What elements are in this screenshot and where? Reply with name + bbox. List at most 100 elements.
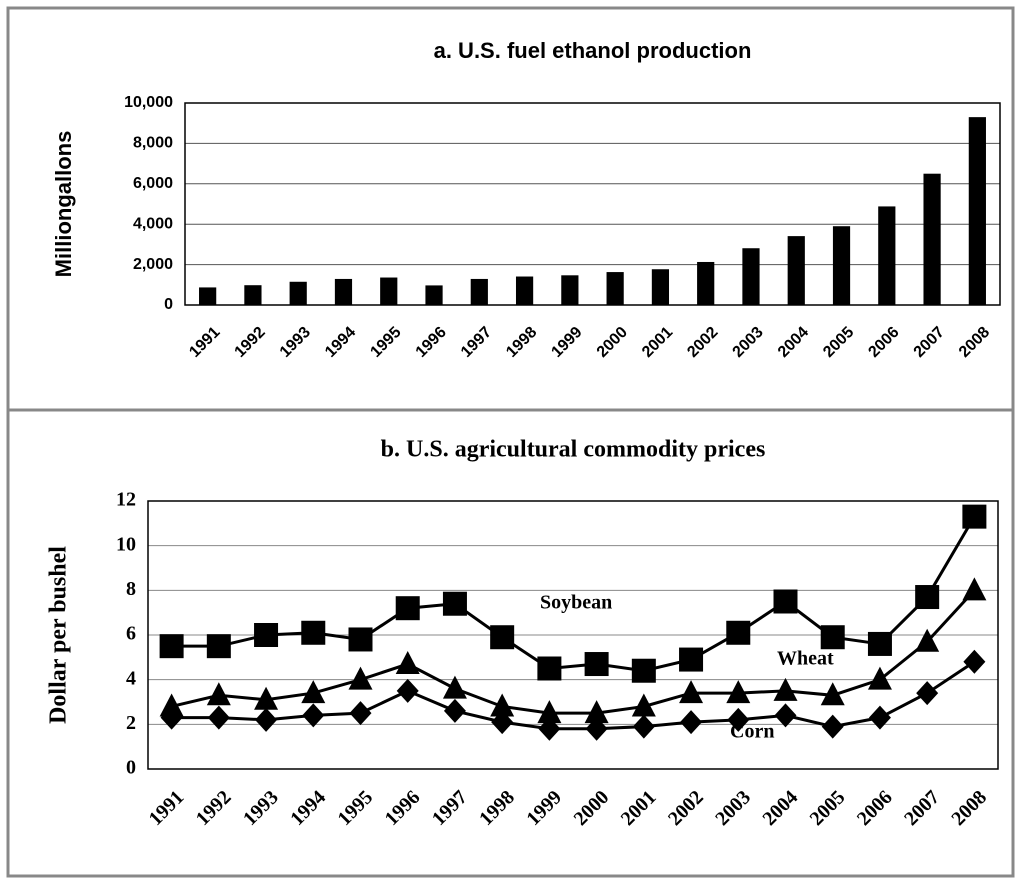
marker (679, 647, 704, 672)
x-tick-label: 2005 (806, 786, 850, 830)
series-label: Corn (730, 721, 774, 743)
marker (538, 716, 561, 741)
bar (742, 248, 760, 305)
marker (443, 698, 466, 723)
y-axis-label: Dollar per bushel (46, 546, 72, 724)
x-tick-label: 1998 (475, 786, 519, 830)
x-tick-label: 2000 (594, 324, 631, 361)
x-tick-label: 2008 (947, 786, 991, 830)
x-tick-label: 1995 (367, 324, 404, 361)
marker (160, 705, 183, 730)
bar (425, 285, 443, 305)
marker (963, 649, 986, 674)
marker (537, 700, 562, 724)
x-tick-label: 2004 (775, 324, 812, 361)
marker (537, 656, 562, 681)
bar (923, 173, 941, 305)
bar (289, 281, 307, 305)
marker (585, 716, 608, 741)
bar (334, 278, 353, 305)
x-tick-label: 2007 (900, 786, 944, 830)
y-axis-label: Milliongallons (51, 131, 76, 278)
x-tick-label: 2002 (664, 786, 708, 830)
marker (254, 686, 279, 710)
marker (584, 700, 609, 724)
marker (727, 707, 750, 732)
marker (302, 703, 325, 728)
x-tick-label: 1999 (522, 786, 566, 830)
y-tick-label: 2 (126, 712, 136, 734)
x-tick-label: 2006 (865, 324, 902, 361)
x-tick-label: 2004 (758, 786, 802, 830)
marker (631, 693, 656, 717)
chart-title: b. U.S. agricultural commodity prices (381, 437, 766, 463)
marker (159, 693, 184, 717)
y-tick-label: 6 (126, 623, 136, 645)
bar (470, 278, 488, 305)
x-tick-label: 1992 (192, 786, 236, 830)
marker (491, 710, 514, 735)
marker (916, 681, 939, 706)
chart-b: b. U.S. agricultural commodity prices Dol… (46, 437, 999, 830)
y-tick-label: 10,000 (124, 94, 173, 111)
x-tick-label: 1997 (458, 324, 495, 361)
x-tick-label: 2003 (711, 786, 755, 830)
bar (651, 269, 670, 305)
x-tick-label: 1994 (286, 786, 330, 830)
x-tick-label: 2000 (570, 786, 614, 830)
x-tick-label: 2003 (730, 324, 767, 361)
x-tick-label: 1994 (322, 324, 359, 361)
chart-title: a. U.S. fuel ethanol production (434, 38, 752, 63)
bar (606, 272, 624, 305)
y-tick-label: 4 (126, 667, 136, 689)
x-tick-label: 1998 (503, 324, 540, 361)
y-tick-label: 0 (164, 296, 173, 313)
x-tick-label: 2006 (853, 786, 897, 830)
marker (773, 677, 798, 701)
x-tick-label: 1993 (277, 324, 314, 361)
marker (820, 682, 845, 706)
series-label: Wheat (777, 648, 834, 670)
x-tick-label: 1991 (186, 324, 223, 361)
marker (395, 596, 420, 621)
bar (561, 275, 579, 305)
marker (301, 680, 326, 704)
y-tick-label: 10 (116, 533, 136, 555)
marker (207, 705, 230, 730)
bar (380, 277, 398, 305)
marker (206, 682, 231, 706)
x-tick-label: 1997 (428, 786, 472, 830)
marker (868, 705, 891, 730)
marker (490, 625, 515, 650)
marker (821, 714, 844, 739)
x-tick-label: 2007 (911, 324, 948, 361)
x-tick-label: 1996 (413, 324, 450, 361)
x-tick-label: 2001 (639, 324, 676, 361)
marker (254, 623, 279, 647)
marker (206, 634, 231, 659)
x-tick-label: 1995 (333, 786, 377, 830)
marker (679, 680, 704, 704)
y-tick-label: 6,000 (133, 175, 173, 192)
marker (348, 627, 373, 652)
marker (255, 707, 278, 732)
bar (832, 226, 851, 305)
x-tick-label: 1993 (239, 786, 283, 830)
marker (159, 634, 184, 659)
bar (697, 261, 715, 305)
marker (396, 678, 419, 703)
marker (349, 701, 372, 726)
x-tick-label: 2001 (617, 786, 661, 830)
y-tick-label: 4,000 (133, 215, 173, 232)
series-label: Soybean (540, 592, 612, 614)
marker (773, 589, 798, 614)
bar (787, 236, 805, 305)
marker (395, 651, 420, 675)
y-tick-label: 8,000 (133, 135, 173, 152)
marker (726, 680, 751, 704)
y-tick-label: 12 (116, 489, 136, 511)
marker (680, 710, 703, 735)
marker (631, 658, 656, 683)
